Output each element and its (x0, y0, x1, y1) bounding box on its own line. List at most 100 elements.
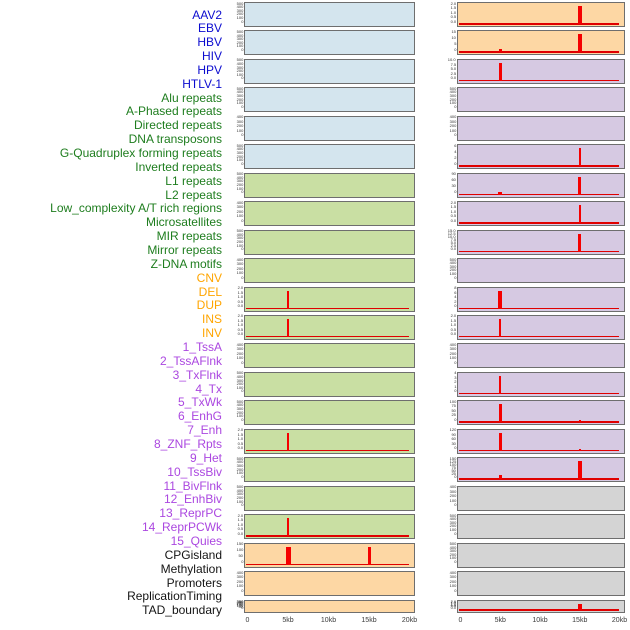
signal-baseline (246, 307, 409, 309)
y-tick-label: 400 (236, 402, 243, 408)
x-axis-tick-label: 5kb (282, 617, 294, 624)
y-tick-label: 100 (449, 399, 456, 404)
y-tick-label: 2.0 (237, 313, 243, 319)
row-label-htlv-1: HTLV-1 (182, 76, 222, 91)
row-label-inverted-repeats: Inverted repeats (135, 159, 222, 174)
row-label-l2-repeats: L2 repeats (165, 187, 222, 202)
y-tick-label: 300 (236, 119, 243, 124)
x-axis-tick-label: 20kb (401, 617, 418, 624)
y-tick-label: 1.0 (237, 522, 243, 527)
track-panel-left-13 (244, 371, 415, 397)
y-tick-label: 100 (236, 100, 243, 106)
y-tick-label: 4 (453, 294, 456, 299)
y-tick-label: 5.0 (450, 66, 456, 72)
y-tick-label: 300 (236, 204, 243, 210)
y-tick-label: 100 (449, 583, 456, 588)
y-tick-label: 100 (236, 72, 243, 77)
signal-spike (498, 404, 502, 423)
y-tick-label: 12.5 (448, 231, 456, 237)
signal-baseline (459, 335, 619, 338)
signal-spike (498, 192, 503, 195)
y-tick-label: 400 (449, 516, 456, 522)
y-tick-label: 100 (236, 243, 243, 248)
y-tick-label: 1.0 (237, 436, 243, 442)
y-tick-label: 1.5 (450, 600, 456, 605)
y-tick-label: 200 (236, 154, 243, 159)
y-tick-label: 200 (236, 266, 243, 271)
y-tick-label: 0 (240, 47, 243, 52)
y-tick-label: 400 (449, 342, 456, 347)
x-axis-tick-label: 10kb (532, 617, 548, 624)
y-tick-label: 2.0 (450, 200, 456, 205)
y-tick-label: 300 (236, 574, 243, 579)
y-tick-label: 200 (236, 182, 243, 187)
y-tick-label: 0.0 (450, 19, 456, 24)
y-tick-label: 1.5 (237, 318, 243, 323)
row-label-15-quies: 15_Quies (170, 534, 222, 549)
signal-baseline (246, 335, 409, 338)
row-label-aav2: AAV2 (192, 7, 222, 22)
y-tick-label: 0 (240, 474, 243, 479)
signal-spike (287, 318, 289, 337)
y-tick-label: 300 (236, 463, 243, 468)
y-tick-label: 1.5 (450, 5, 456, 10)
y-tick-label: 100 (236, 355, 243, 361)
signal-baseline (459, 421, 619, 423)
y-tick-label: 0 (240, 104, 243, 109)
signal-baseline (459, 307, 619, 309)
signal-baseline (246, 535, 409, 537)
track-panel-left-5 (244, 144, 415, 170)
y-tick-label: 200 (449, 97, 456, 102)
y-tick-label: 200 (449, 123, 456, 129)
y-tick-label: 0 (453, 161, 456, 166)
y-tick-label: 2.0 (237, 285, 243, 290)
y-tick-label: 500 (449, 541, 456, 547)
track-panel-right-12 (457, 343, 625, 369)
row-label-tad-boundary: TAD_boundary (142, 603, 222, 618)
track-panel-left-6 (244, 172, 415, 198)
track-panel-right-8 (457, 229, 625, 255)
y-tick-label: 400 (236, 4, 243, 10)
track-panel-right-1 (457, 30, 625, 56)
y-tick-label: 400 (236, 146, 243, 152)
y-tick-label: 100 (449, 128, 456, 133)
y-tick-label: 0 (453, 275, 456, 280)
track-panel-left-0 (244, 2, 415, 27)
y-tick-label: 300 (236, 491, 243, 497)
track-panel-right-9 (457, 258, 625, 284)
row-label-4-tx: 4_Tx (195, 381, 222, 396)
signal-spike (285, 546, 291, 565)
y-tick-label: 100 (236, 603, 243, 608)
y-tick-label: 50 (451, 468, 456, 473)
y-tick-label: 200 (236, 68, 243, 74)
y-tick-label: 100 (236, 186, 243, 191)
y-tick-label: 1.5 (237, 290, 243, 295)
y-tick-label: 8 (453, 285, 456, 290)
y-tick-label: 7.5 (450, 62, 456, 67)
signal-spike (578, 448, 581, 451)
y-tick-label: 100 (236, 157, 243, 163)
y-tick-label: 300 (449, 574, 456, 579)
y-tick-label: 0 (240, 275, 243, 280)
signal-spike (578, 233, 582, 252)
track-panel-left-14 (244, 400, 415, 426)
y-tick-label: 1.0 (450, 322, 456, 328)
y-tick-label: 1.0 (450, 602, 456, 607)
row-label-inv: INV (201, 326, 222, 341)
signal-baseline (459, 250, 619, 253)
signal-spike (498, 432, 502, 451)
row-label-7-enh: 7_Enh (187, 423, 222, 438)
track-panel-right-5 (457, 144, 625, 170)
y-tick-label: 100 (449, 100, 456, 106)
y-tick-label: 200 (236, 239, 243, 244)
y-tick-label: 500 (236, 57, 243, 63)
y-tick-label: 2 (453, 379, 456, 385)
y-tick-label: 1.5 (450, 204, 456, 210)
y-tick-label: 200 (236, 579, 243, 584)
x-axis-tick-label: 0 (245, 617, 250, 624)
y-tick-label: 50 (451, 408, 456, 413)
y-tick-label: 2.0 (237, 427, 243, 433)
row-label-8-znf-rpts: 8_ZNF_Rpts (153, 437, 222, 452)
y-tick-label: 0 (453, 132, 456, 138)
y-tick-label: 400 (236, 61, 243, 66)
